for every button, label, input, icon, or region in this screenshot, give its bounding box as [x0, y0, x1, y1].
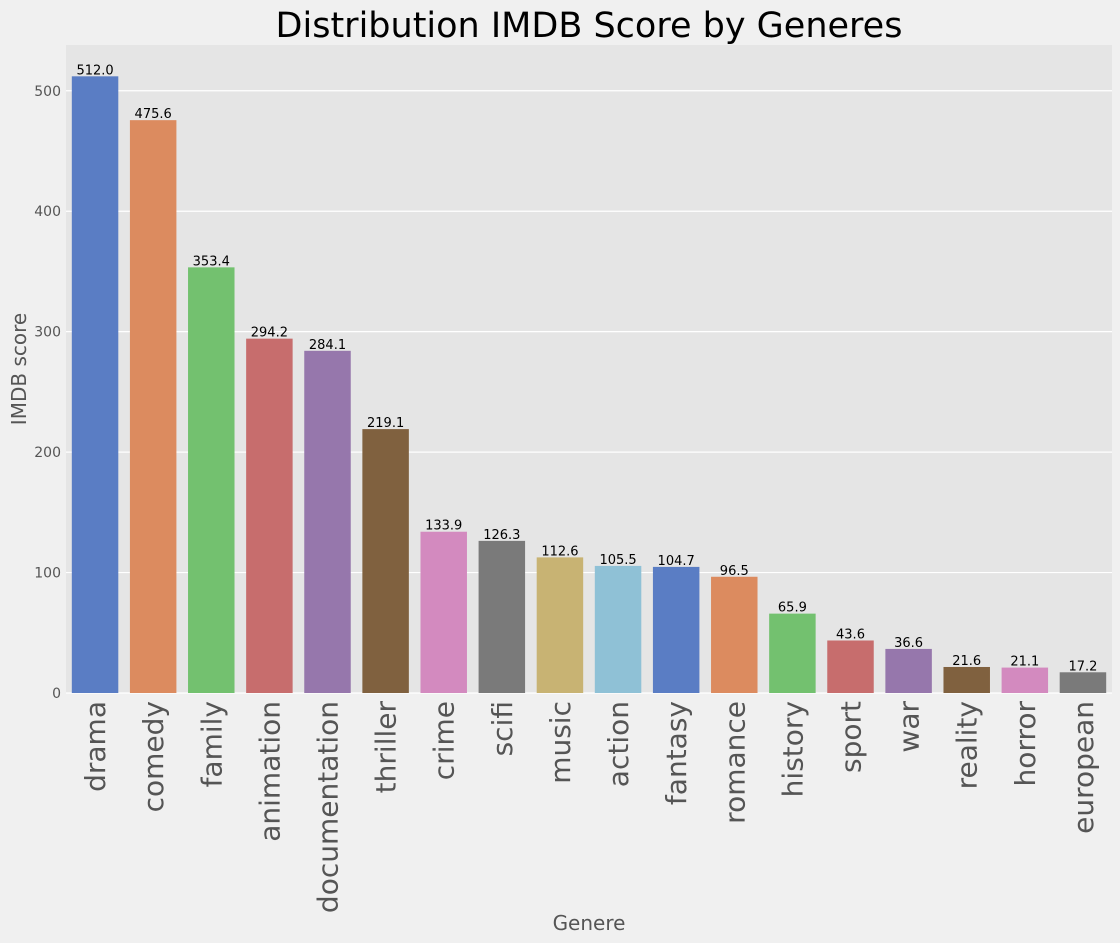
- bar-thriller: [362, 429, 409, 693]
- x-tick-label-action: action: [602, 701, 635, 787]
- x-tick-label-reality: reality: [951, 701, 984, 789]
- bar-music: [536, 557, 584, 693]
- bar-horror: [1001, 667, 1049, 693]
- bar-action: [594, 565, 642, 693]
- bar-reality: [943, 666, 990, 693]
- bar-scifi: [478, 540, 526, 693]
- x-tick-label-music: music: [544, 701, 577, 784]
- data-label-scifi: 126.3: [483, 528, 520, 543]
- bar-sport: [827, 640, 874, 693]
- bar-drama: [71, 76, 119, 694]
- y-tick-label: 200: [34, 445, 61, 461]
- x-tick-label-thriller: thriller: [370, 701, 403, 794]
- bar-romance: [711, 576, 758, 693]
- x-tick-label-fantasy: fantasy: [660, 701, 693, 805]
- data-label-horror: 21.1: [1010, 655, 1039, 670]
- x-tick-label-scifi: scifi: [486, 701, 519, 756]
- y-tick-label: 400: [34, 204, 61, 220]
- data-label-action: 105.5: [599, 553, 636, 568]
- data-label-comedy: 475.6: [135, 107, 172, 122]
- data-label-animation: 294.2: [251, 326, 288, 341]
- bar-documentation: [304, 350, 351, 693]
- data-label-fantasy: 104.7: [658, 554, 695, 569]
- data-label-history: 65.9: [778, 601, 807, 616]
- x-tick-label-animation: animation: [253, 701, 286, 842]
- x-tick-label-family: family: [195, 701, 228, 787]
- bar-comedy: [129, 120, 177, 693]
- data-label-european: 17.2: [1068, 659, 1097, 674]
- x-tick-label-comedy: comedy: [137, 701, 170, 812]
- x-tick-label-horror: horror: [1009, 701, 1042, 787]
- x-axis-label: Genere: [553, 911, 626, 935]
- bar-european: [1059, 672, 1107, 693]
- x-tick-labels: drama comedy family animation documentation t…: [79, 701, 1100, 914]
- x-tick-label-crime: crime: [428, 701, 461, 780]
- bar-crime: [420, 531, 467, 693]
- x-tick-label-drama: drama: [79, 701, 112, 792]
- data-label-romance: 96.5: [720, 564, 749, 579]
- x-tick-label-war: war: [893, 701, 926, 753]
- bar-animation: [246, 338, 293, 693]
- bar-family: [188, 267, 235, 693]
- data-label-music: 112.6: [541, 544, 578, 559]
- data-label-crime: 133.9: [425, 519, 462, 534]
- data-label-sport: 43.6: [836, 627, 865, 642]
- y-tick-label: 100: [34, 566, 61, 582]
- data-label-war: 36.6: [894, 636, 923, 651]
- data-label-documentation: 284.1: [309, 338, 346, 353]
- data-label-thriller: 219.1: [367, 416, 404, 431]
- bar-history: [769, 613, 816, 693]
- x-tick-label-history: history: [776, 701, 809, 797]
- data-labels: 512.0 475.6 353.4 294.2 284.1 219.1 133.9 126.3…: [76, 63, 1097, 674]
- y-tick-label: 500: [34, 84, 61, 100]
- y-tick-labels: 0 100 200 300 400 500: [34, 84, 61, 702]
- chart-title: Distribution IMDB Score by Generes: [276, 6, 903, 46]
- bars: [71, 76, 1107, 694]
- data-label-family: 353.4: [193, 254, 230, 269]
- y-tick-label: 0: [52, 686, 61, 702]
- plot-area: [66, 45, 1112, 693]
- x-tick-label-sport: sport: [835, 701, 868, 773]
- bar-fantasy: [652, 566, 700, 693]
- data-label-drama: 512.0: [76, 63, 113, 78]
- x-tick-label-european: european: [1067, 701, 1100, 834]
- x-tick-label-romance: romance: [718, 701, 751, 824]
- x-tick-label-documentation: documentation: [312, 701, 345, 913]
- grid-lines: [66, 90, 1112, 694]
- y-tick-label: 300: [34, 325, 61, 341]
- y-axis-label: IMDB score: [7, 313, 31, 425]
- data-label-reality: 21.6: [952, 654, 981, 669]
- bar-war: [885, 648, 932, 693]
